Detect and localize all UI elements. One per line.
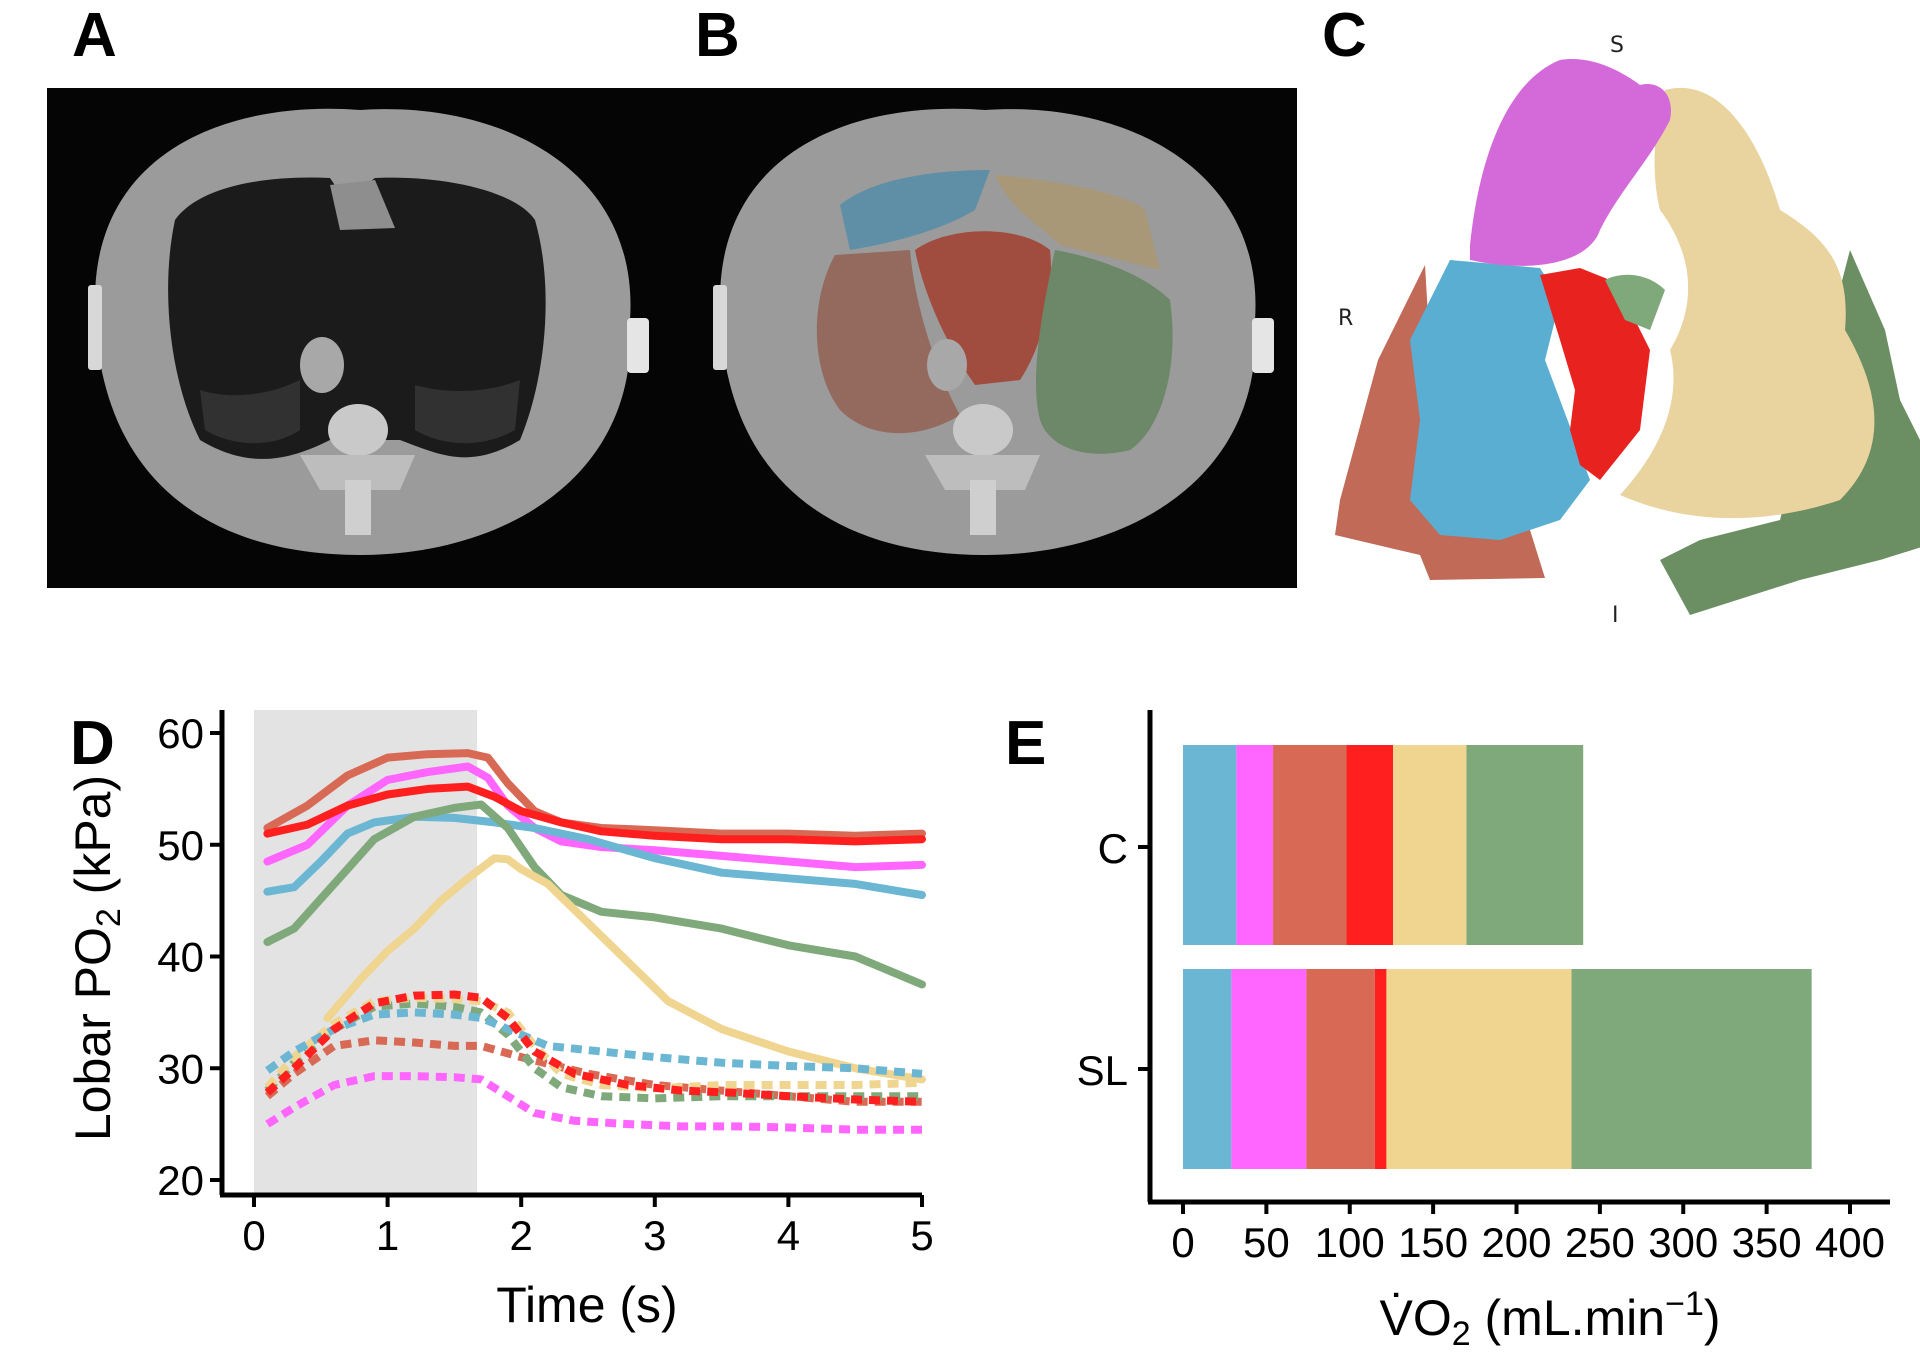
category-label: SL bbox=[1077, 1047, 1128, 1094]
y-tick-label: 60 bbox=[157, 710, 204, 757]
series-line-11 bbox=[264, 990, 923, 1106]
series-line-4 bbox=[263, 800, 926, 989]
bar-segment-c-4 bbox=[1393, 745, 1467, 945]
x-axis-title: Time (s) bbox=[496, 1277, 677, 1333]
x-tick-label: 4 bbox=[777, 1212, 800, 1259]
x-tick-label: 2 bbox=[510, 1212, 533, 1259]
orientation-right: R bbox=[1338, 306, 1353, 331]
bar-segment-sl-3 bbox=[1374, 969, 1387, 1169]
bar-segment-c-3 bbox=[1346, 745, 1394, 945]
panel-letter-a: A bbox=[72, 1, 117, 70]
panel-letter-d: D bbox=[70, 709, 115, 778]
category-label: C bbox=[1098, 825, 1128, 872]
y-axis-title: Lobar PO2 (kPa) bbox=[65, 775, 128, 1141]
y-tick-label: 30 bbox=[157, 1045, 204, 1092]
x-tick-label: 0 bbox=[242, 1212, 265, 1259]
x-tick-label: 3 bbox=[643, 1212, 666, 1259]
x-tick-label: 5 bbox=[910, 1212, 933, 1259]
series-line-3 bbox=[263, 812, 926, 899]
segment-right-lower bbox=[816, 250, 960, 434]
segment-left-upper bbox=[995, 175, 1160, 270]
series-line-5 bbox=[323, 854, 926, 1084]
series-line-0 bbox=[263, 749, 926, 840]
y-tick-label: 40 bbox=[157, 934, 204, 981]
chart-lobar-po2: 20 30 40 50 60 0 1 2 3 4 5 Time (s) Lobar PO2 (kPa) bbox=[65, 710, 934, 1333]
x-axis-title: V̇O2 (mL.min−1) bbox=[1379, 1285, 1720, 1353]
series-line-7 bbox=[265, 1072, 922, 1134]
x-tick-label: 1 bbox=[376, 1212, 399, 1259]
x-tick-label: 50 bbox=[1243, 1219, 1290, 1266]
x-tick-label: 400 bbox=[1815, 1219, 1885, 1266]
bar-segment-sl-0 bbox=[1183, 969, 1232, 1169]
y-tick-label: 50 bbox=[157, 822, 204, 869]
panel-letter-c: C bbox=[1322, 1, 1367, 70]
lobe-reconstruction bbox=[1335, 59, 1920, 615]
x-tick-label: 350 bbox=[1732, 1219, 1802, 1266]
chart-vo2: C SL 0 50 100 150 200 250 300 350 400 V̇O2 (mL.min−… bbox=[1077, 710, 1890, 1353]
panel-letter-e: E bbox=[1005, 709, 1046, 778]
series-line-6 bbox=[264, 1036, 922, 1106]
bar-segment-c-5 bbox=[1466, 745, 1584, 945]
segment-heart-adjacent bbox=[915, 231, 1051, 385]
segment-right-upper bbox=[840, 170, 990, 250]
bar-segment-c-2 bbox=[1273, 745, 1347, 945]
x-tick-label: 200 bbox=[1481, 1219, 1551, 1266]
x-tick-label: 0 bbox=[1171, 1219, 1194, 1266]
bar-segment-c-1 bbox=[1236, 745, 1274, 945]
series-line-2 bbox=[263, 782, 926, 846]
panel-letter-b: B bbox=[695, 1, 740, 70]
bar-segment-sl-4 bbox=[1386, 969, 1572, 1169]
x-tick-label: 100 bbox=[1315, 1219, 1385, 1266]
orientation-superior: S bbox=[1610, 33, 1624, 58]
bar-segment-sl-1 bbox=[1231, 969, 1307, 1169]
segment-left-lower bbox=[1035, 250, 1173, 454]
bar-segment-c-0 bbox=[1183, 745, 1237, 945]
shaded-region bbox=[254, 710, 478, 1195]
ct-image-a bbox=[47, 88, 672, 588]
series-line-10 bbox=[265, 1008, 923, 1078]
x-tick-label: 300 bbox=[1648, 1219, 1718, 1266]
x-tick-label: 150 bbox=[1398, 1219, 1468, 1266]
bar-segment-sl-2 bbox=[1306, 969, 1375, 1169]
bar-segment-sl-5 bbox=[1571, 969, 1812, 1169]
y-tick-label: 20 bbox=[157, 1157, 204, 1204]
orientation-inferior: I bbox=[1612, 603, 1619, 628]
x-tick-label: 250 bbox=[1565, 1219, 1635, 1266]
ct-image-b bbox=[672, 88, 1297, 588]
series-line-1 bbox=[263, 762, 926, 872]
